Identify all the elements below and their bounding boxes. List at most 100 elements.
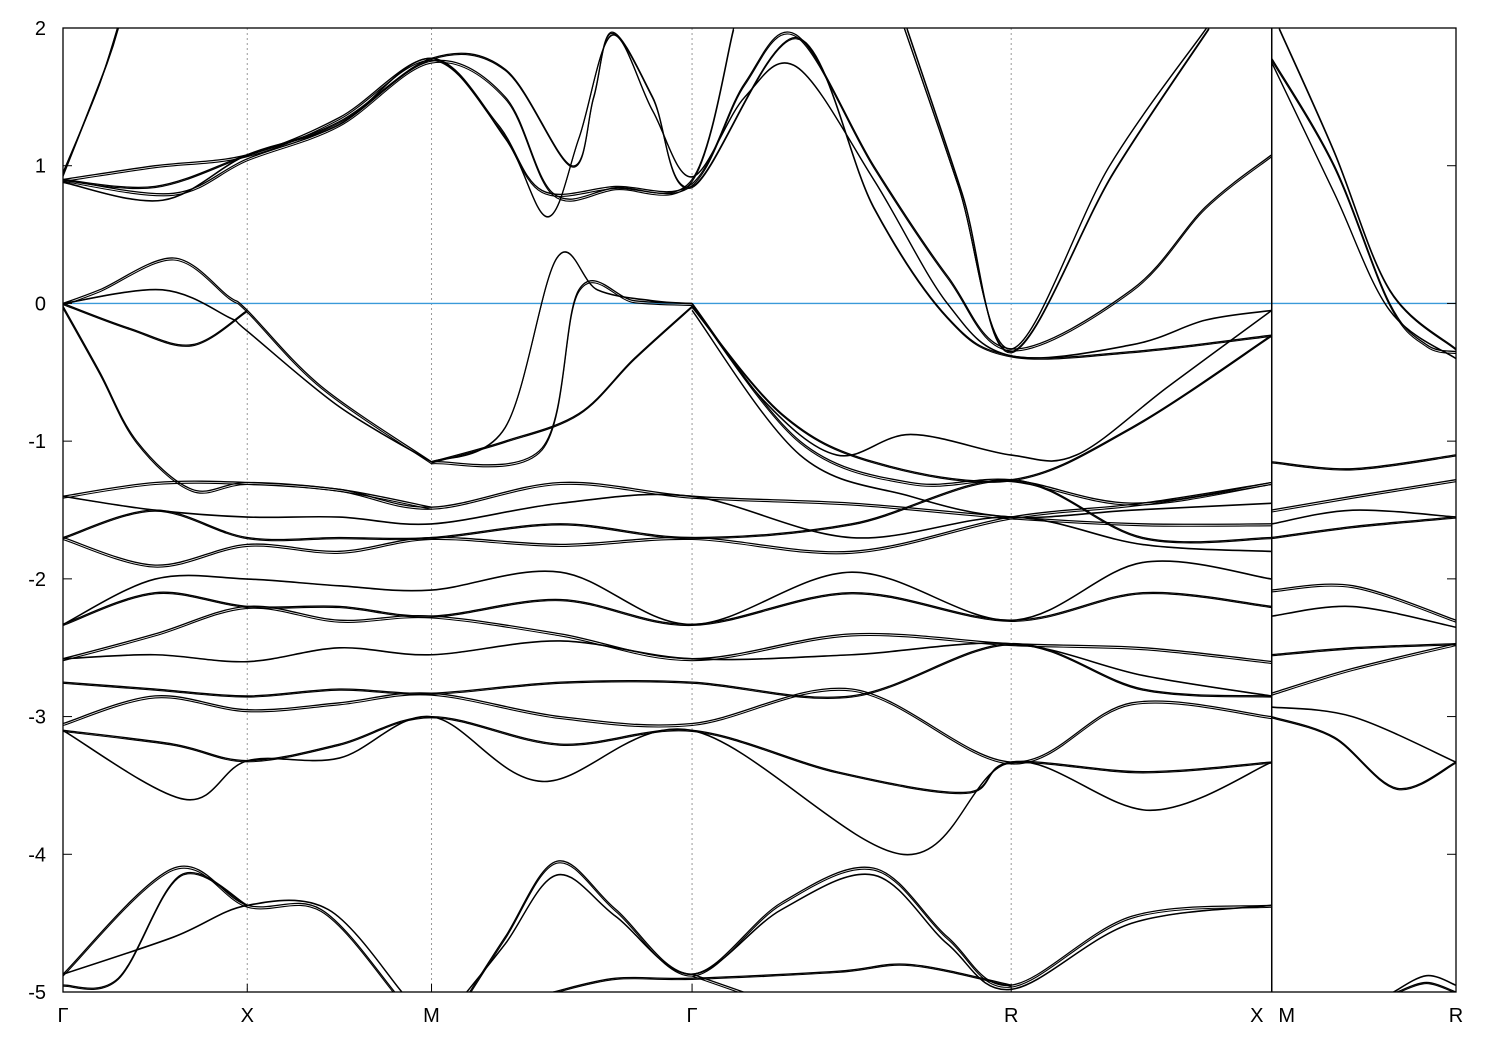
band-22-pair <box>1271 455 1456 471</box>
band-22 <box>1271 454 1456 470</box>
band-44 <box>63 865 396 992</box>
band-40 <box>1271 642 1456 656</box>
x-tick-label: R <box>1004 1005 1018 1027</box>
bands <box>63 28 1456 992</box>
x-tick-label: M <box>1278 1005 1295 1027</box>
band-46 <box>63 872 248 989</box>
band-43 <box>1271 715 1456 790</box>
x-tick-label: Γ <box>687 1005 698 1027</box>
band-13-pair <box>63 304 248 347</box>
band-16 <box>431 305 693 463</box>
band-13 <box>63 302 248 346</box>
band-26 <box>63 480 1272 525</box>
band-42 <box>1271 706 1456 763</box>
band-28-pair <box>63 480 1272 544</box>
x-tick-label: X <box>241 1005 254 1027</box>
band-23-pair <box>1271 481 1456 513</box>
band-38 <box>1271 583 1456 621</box>
band-36-pair <box>63 716 1272 856</box>
band-29 <box>63 481 1272 566</box>
x-tick-label: M <box>423 1005 440 1027</box>
x-tick-label: X <box>1250 1005 1263 1027</box>
band-36 <box>63 715 1272 855</box>
band-24 <box>1271 509 1456 525</box>
band-0-pair <box>63 28 119 174</box>
band-41 <box>1271 642 1456 694</box>
band-6-pair <box>903 28 1207 350</box>
x-tick-label: Γ <box>57 1005 68 1027</box>
band-24-pair <box>1271 509 1456 525</box>
band-18-pair <box>691 303 1273 462</box>
y-tick-label: -1 <box>28 431 46 453</box>
band-46-pair <box>63 873 248 991</box>
band-12 <box>63 288 432 463</box>
band-2-pair <box>63 33 1273 352</box>
kpoint-gridlines <box>246 28 1012 992</box>
band-25 <box>1271 516 1456 539</box>
band-28 <box>63 479 1272 543</box>
band-6 <box>903 28 1208 350</box>
band-45-pair <box>63 899 403 992</box>
band-49 <box>552 963 1012 992</box>
band-16-pair <box>431 306 693 464</box>
band-43-pair <box>1271 717 1456 791</box>
band-45 <box>63 899 403 992</box>
band-42-pair <box>1271 706 1456 763</box>
band-12-pair <box>63 289 432 463</box>
band-17-pair <box>431 282 693 468</box>
band-8-pair <box>1271 60 1456 355</box>
band-4-pair <box>63 32 1272 360</box>
band-27-pair <box>63 494 1272 553</box>
band-5-pair <box>63 29 735 202</box>
band-39-pair <box>1271 606 1456 629</box>
band-32-pair <box>63 607 1272 665</box>
band-32 <box>63 605 1272 663</box>
band-7-pair <box>906 28 1210 354</box>
band-5 <box>63 28 735 200</box>
band-21 <box>691 309 1272 518</box>
band-15-pair <box>431 251 693 463</box>
band-50-pair <box>691 975 740 992</box>
band-31 <box>63 591 1272 625</box>
band-47-pair <box>470 862 1272 992</box>
band-10-pair <box>1278 28 1456 351</box>
band-51-pair <box>1393 975 1456 992</box>
band-17 <box>431 280 693 466</box>
y-ticks: -5 -4 -3 -2 -1 0 1 2 <box>28 18 1456 1004</box>
band-23 <box>1271 479 1456 511</box>
band-21-pair <box>691 310 1272 519</box>
band-34 <box>63 642 1272 698</box>
y-tick-label: 1 <box>35 156 46 178</box>
band-4 <box>63 31 1272 359</box>
band-14 <box>63 305 432 508</box>
band-52-pair <box>1398 983 1455 992</box>
band-34-pair <box>63 644 1272 700</box>
band-19 <box>691 305 1273 482</box>
band-8 <box>1271 57 1456 353</box>
band-33-pair <box>63 640 1272 697</box>
y-tick-label: -5 <box>28 982 46 1004</box>
band-37-pair <box>63 717 1272 795</box>
band-40-pair <box>1271 644 1456 657</box>
band-30-pair <box>63 560 1272 626</box>
y-tick-label: 0 <box>35 293 46 315</box>
band-1-pair <box>63 28 120 177</box>
band-29-pair <box>63 483 1272 568</box>
band-15 <box>431 251 693 463</box>
band-35 <box>63 687 1272 763</box>
band-35-pair <box>63 689 1272 765</box>
y-tick-label: -4 <box>28 844 46 866</box>
band-10 <box>1278 28 1456 350</box>
band-9 <box>1271 62 1456 360</box>
band-9-pair <box>1271 62 1456 360</box>
band-49-pair <box>555 964 1012 992</box>
y-tick-label: -3 <box>28 707 46 729</box>
band-47 <box>469 860 1272 992</box>
band-37 <box>63 715 1272 794</box>
band-48-pair <box>466 873 1272 992</box>
band-19-pair <box>691 307 1273 483</box>
band-26-pair <box>63 482 1272 527</box>
band-30 <box>63 560 1272 625</box>
band-2 <box>63 31 1273 350</box>
